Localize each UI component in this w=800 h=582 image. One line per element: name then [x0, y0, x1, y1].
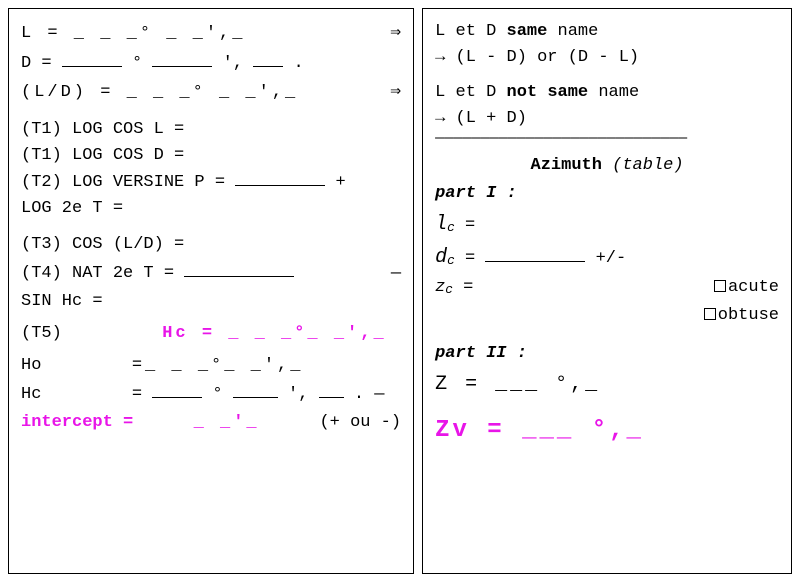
arrow-icon: ⇒	[390, 19, 401, 49]
left-panel: L = _ _ _° _ _',_ ⇒ D = ° ', . (L/D) = _…	[8, 8, 414, 574]
rule-notsame-arrow: → (L + D)	[435, 106, 779, 132]
line-lc: lc =	[435, 208, 779, 241]
line-t1b: (T1) LOG COS D =	[21, 143, 401, 169]
line-dc: dc = +/-	[435, 241, 779, 274]
line-L: L = _ _ _° _ _',_ ⇒	[21, 19, 401, 49]
line-sinhc: SIN Hc =	[21, 288, 401, 316]
line-t5: (T5) Hc = _ _ _°_ _',_	[21, 320, 401, 348]
checkbox-acute[interactable]: acute	[714, 274, 779, 302]
line-D: D = ° ', .	[21, 49, 401, 78]
checkbox-obtuse-row: obtuse	[435, 302, 779, 330]
checkbox-obtuse[interactable]: obtuse	[704, 306, 779, 325]
rule-notsame: L et D not same name	[435, 80, 779, 106]
line-log2t: LOG 2e T =	[21, 196, 401, 222]
line-t4: (T4) NAT 2e T = —	[21, 259, 401, 288]
line-Z: Z = ___ °,_	[435, 368, 779, 401]
rule-same: L et D same name	[435, 19, 779, 45]
line-t1a: (T1) LOG COS L =	[21, 117, 401, 143]
line-Zv: Zv = ___ °,_	[435, 411, 779, 451]
part1-label: part I :	[435, 180, 779, 208]
line-t3: (T3) COS (L/D) =	[21, 231, 401, 259]
line-hc2: Hc = ° ', . —	[21, 380, 401, 409]
line-ho: Ho =_ _ _°_ _',_	[21, 352, 401, 380]
line-intercept: intercept = _ _'_ (+ ou -)	[21, 409, 401, 437]
line-t2: (T2) LOG VERSINE P = +	[21, 168, 401, 195]
line-LD: (L/D) = _ _ _° _ _',_ ⇒	[21, 78, 401, 108]
rule-same-arrow: → (L - D) or (D - L)	[435, 45, 779, 71]
part2-label: part II :	[435, 340, 779, 368]
arrow-icon: ⇒	[390, 78, 401, 108]
divider: ————————————————————————————	[435, 131, 779, 146]
azimuth-title: Azimuth (table)	[435, 152, 779, 180]
hc-result: Hc = _ _ _°_ _',_	[162, 324, 386, 343]
right-panel: L et D same name → (L - D) or (D - L) L …	[422, 8, 792, 574]
line-zc: zc = acute	[435, 274, 779, 302]
